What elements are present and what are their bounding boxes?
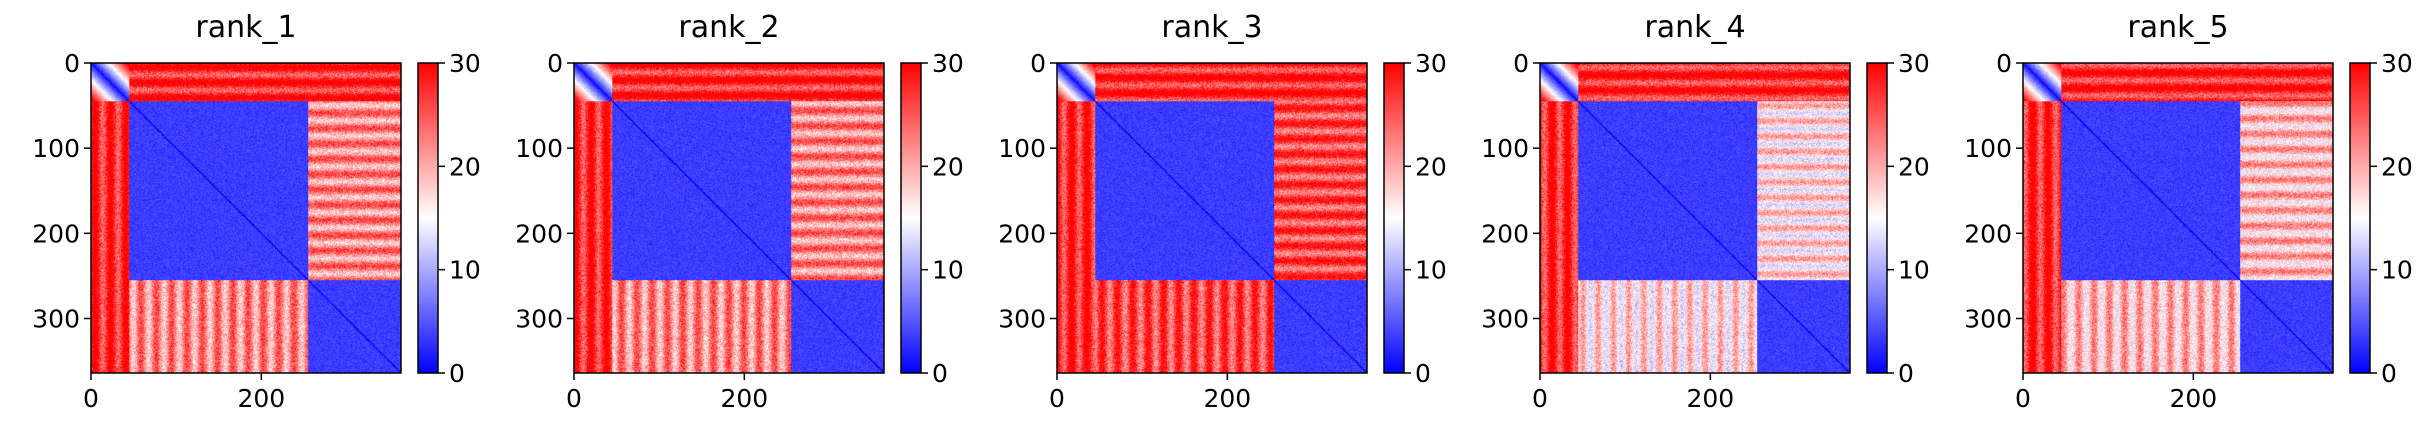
heatmap-image [2023, 63, 2333, 373]
colorbar: 0 10 20 30 [417, 49, 481, 388]
colorbar-tick-label: 20 [2381, 152, 2413, 181]
plot-frame [2022, 62, 2334, 374]
colorbar-tick-label: 0 [932, 359, 948, 388]
colorbar-tick-label: 30 [932, 49, 964, 78]
plot-frame [1056, 62, 1368, 374]
panel-title: rank_5 [2127, 10, 2229, 45]
colorbar-tick-label: 20 [1898, 152, 1930, 181]
colorbar-tick-label: 10 [2381, 256, 2413, 285]
colorbar-tick-label: 0 [2381, 359, 2397, 388]
y-tick-label: 300 [32, 304, 80, 333]
colorbar-tick-label: 0 [1415, 359, 1431, 388]
colorbar-gradient [417, 62, 439, 374]
heatmap-axes: 0 100 200 300 0 200 [1964, 49, 2334, 413]
colorbar-tick-label: 20 [1415, 152, 1447, 181]
colorbar-tick-label: 10 [1898, 256, 1930, 285]
x-tick-label: 200 [2169, 384, 2217, 413]
plot-frame [573, 62, 885, 374]
panel-title: rank_4 [1644, 10, 1746, 45]
heatmap-image [574, 63, 884, 373]
colorbar-tick-label: 30 [449, 49, 481, 78]
heatmap-image [1540, 63, 1850, 373]
y-tick-label: 200 [32, 219, 80, 248]
y-tick-label: 0 [1996, 49, 2012, 78]
heatmap-image [91, 63, 401, 373]
colorbar-gradient [1866, 62, 1888, 374]
y-tick-label: 300 [515, 304, 563, 333]
colorbar-gradient [900, 62, 922, 374]
x-tick-label: 0 [566, 384, 582, 413]
colorbar-tick-label: 20 [932, 152, 964, 181]
colorbar-tick-label: 30 [1415, 49, 1447, 78]
heatmap-axes: 0 100 200 300 0 200 [515, 49, 885, 413]
x-tick-label: 200 [720, 384, 768, 413]
x-tick-label: 0 [83, 384, 99, 413]
colorbar-tick-label: 0 [1898, 359, 1914, 388]
y-tick-label: 0 [547, 49, 563, 78]
panel-title: rank_2 [678, 10, 780, 45]
y-tick-label: 100 [998, 134, 1046, 163]
heatmap-axes: 0 100 200 300 0 200 [32, 49, 402, 413]
y-tick-label: 0 [1513, 49, 1529, 78]
heatmap-axes: 0 100 200 300 0 200 [998, 49, 1368, 413]
y-tick-label: 300 [1481, 304, 1529, 333]
y-tick-label: 200 [1481, 219, 1529, 248]
colorbar-tick-label: 10 [932, 256, 964, 285]
y-tick-label: 100 [515, 134, 563, 163]
colorbar: 0 10 20 30 [1383, 49, 1447, 388]
y-tick-label: 200 [1964, 219, 2012, 248]
colorbar: 0 10 20 30 [1866, 49, 1930, 388]
y-tick-label: 300 [998, 304, 1046, 333]
colorbar-tick-label: 10 [1415, 256, 1447, 285]
plot-frame [1539, 62, 1851, 374]
x-tick-label: 200 [237, 384, 285, 413]
colorbar: 0 10 20 30 [900, 49, 964, 388]
x-tick-label: 0 [2015, 384, 2031, 413]
y-tick-label: 300 [1964, 304, 2012, 333]
heatmap-image [1057, 63, 1367, 373]
y-tick-label: 200 [515, 219, 563, 248]
x-tick-label: 200 [1686, 384, 1734, 413]
colorbar-tick-label: 20 [449, 152, 481, 181]
colorbar-tick-label: 0 [449, 359, 465, 388]
heatmap-axes: 0 100 200 300 0 200 [1481, 49, 1851, 413]
y-tick-label: 100 [1481, 134, 1529, 163]
colorbar-gradient [2349, 62, 2371, 374]
panel-title: rank_1 [195, 10, 297, 45]
y-tick-label: 0 [64, 49, 80, 78]
x-tick-label: 0 [1049, 384, 1065, 413]
x-tick-label: 200 [1203, 384, 1251, 413]
x-tick-label: 0 [1532, 384, 1548, 413]
y-tick-label: 100 [1964, 134, 2012, 163]
colorbar-gradient [1383, 62, 1405, 374]
y-tick-label: 100 [32, 134, 80, 163]
colorbar-tick-label: 30 [1898, 49, 1930, 78]
plot-frame [90, 62, 402, 374]
colorbar: 0 10 20 30 [2349, 49, 2413, 388]
y-tick-label: 0 [1030, 49, 1046, 78]
panel-title: rank_3 [1161, 10, 1263, 45]
colorbar-tick-label: 30 [2381, 49, 2413, 78]
y-tick-label: 200 [998, 219, 1046, 248]
colorbar-tick-label: 10 [449, 256, 481, 285]
